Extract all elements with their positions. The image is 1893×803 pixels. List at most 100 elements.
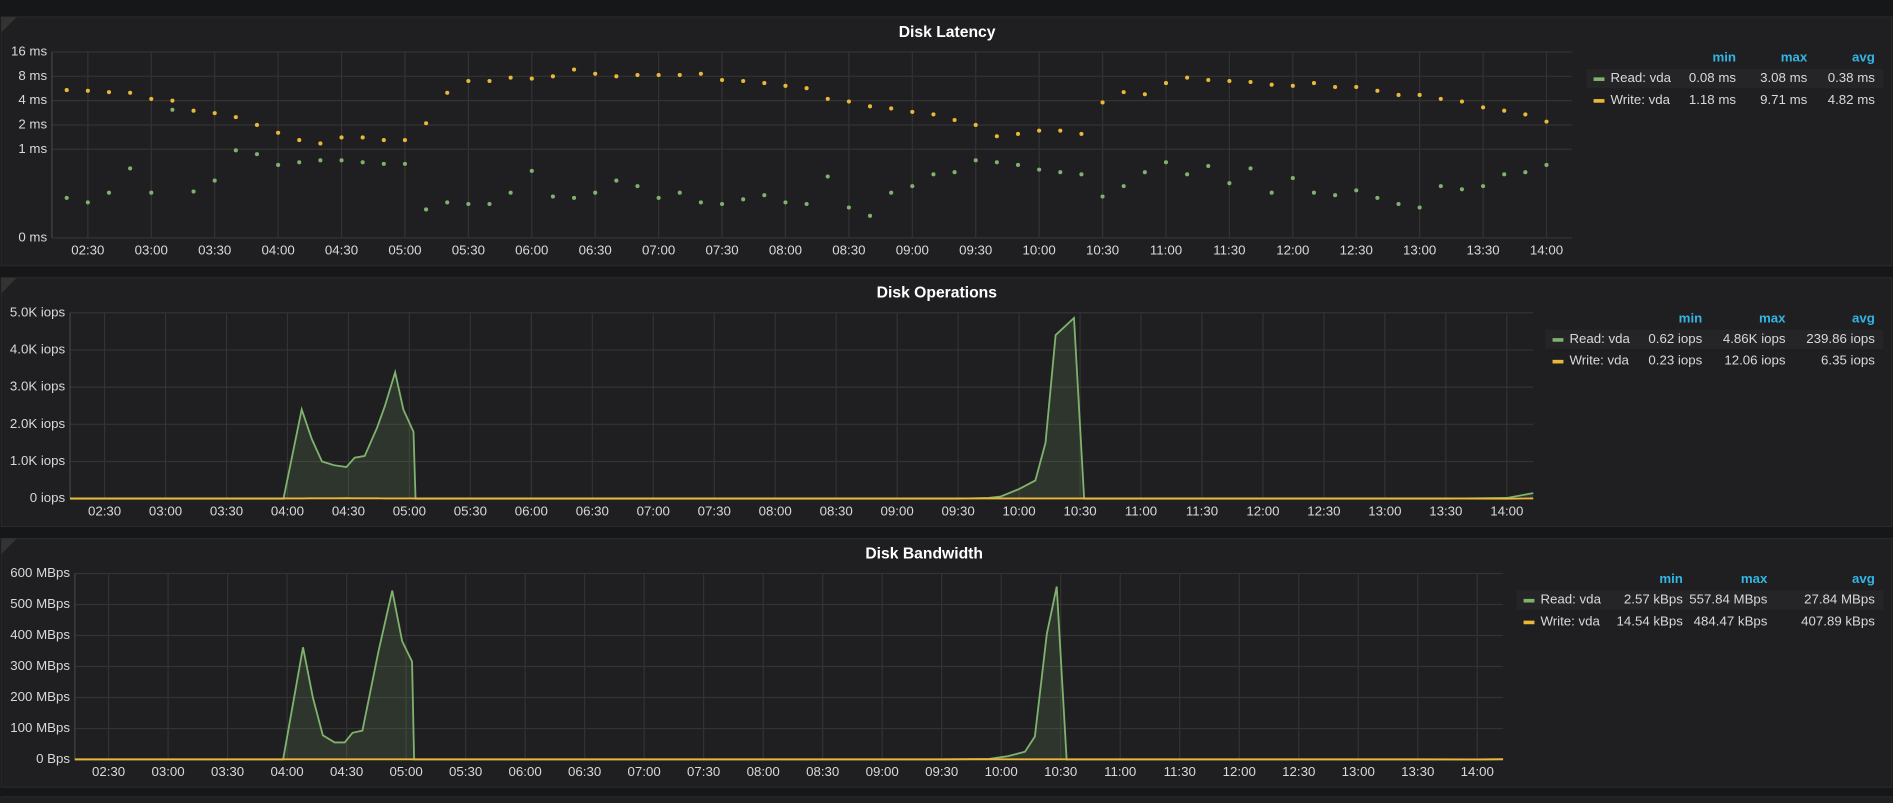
point [1142, 92, 1147, 97]
x-tick-label: 10:00 [1023, 243, 1056, 258]
point [656, 195, 661, 200]
y-tick-label: 16 ms [11, 43, 47, 58]
point [1058, 170, 1063, 175]
point [994, 134, 999, 139]
point [1502, 172, 1507, 177]
legend-swatch [1552, 338, 1564, 342]
point [276, 130, 281, 135]
point [1333, 84, 1338, 90]
y-tick-label: 600 MBps [10, 565, 70, 580]
point [1523, 170, 1528, 175]
x-tick-label: 13:00 [1403, 243, 1436, 258]
x-tick-label: 03:30 [211, 764, 244, 779]
y-tick-label: 0 ms [18, 229, 47, 244]
point [1375, 88, 1380, 93]
point [741, 78, 746, 84]
x-tick-label: 06:00 [515, 503, 548, 518]
legend-stat: 27.84 MBps [1804, 592, 1875, 607]
point [487, 78, 492, 84]
point [529, 76, 534, 81]
y-tick-label: 1.0K iops [10, 453, 66, 468]
point [783, 200, 788, 205]
point [1481, 184, 1486, 189]
legend-row [1586, 68, 1884, 89]
legend-header: max [1781, 50, 1808, 65]
legend-swatch [1552, 359, 1564, 364]
x-tick-label: 11:00 [1125, 503, 1157, 518]
x-tick-label: 02:30 [92, 764, 125, 779]
point [1163, 160, 1169, 165]
x-tick-label: 08:00 [747, 764, 780, 779]
point [1227, 78, 1232, 84]
y-tick-label: 1 ms [18, 141, 47, 156]
point [804, 86, 809, 91]
info-corner[interactable] [1, 16, 17, 33]
x-tick-label: 04:30 [332, 503, 365, 518]
point [593, 71, 598, 76]
point [1100, 100, 1105, 105]
legend-header: min [1712, 50, 1736, 65]
legend-header: min [1659, 571, 1683, 586]
point [170, 98, 175, 103]
point [762, 193, 767, 198]
legend-stat: 0.62 iops [1648, 331, 1702, 346]
point [741, 197, 746, 202]
point [572, 67, 577, 72]
y-tick-label: 4 ms [18, 92, 47, 107]
y-tick-label: 5.0K iops [10, 304, 66, 319]
point [1438, 184, 1443, 189]
point [85, 200, 90, 205]
legend-header: max [1741, 571, 1768, 586]
y-tick-label: 2.0K iops [10, 416, 66, 431]
x-tick-label: 02:30 [88, 503, 121, 518]
point [191, 108, 196, 113]
x-tick-label: 08:00 [759, 503, 792, 518]
point [1375, 195, 1380, 200]
x-tick-label: 13:30 [1429, 503, 1462, 518]
point [64, 195, 69, 200]
x-tick-label: 05:00 [390, 764, 423, 779]
x-tick-label: 11:30 [1213, 243, 1245, 258]
point [297, 160, 302, 165]
point [402, 138, 408, 143]
point [445, 200, 450, 205]
point [1058, 128, 1063, 133]
x-tick-label: 08:30 [806, 764, 839, 779]
legend-header: max [1759, 310, 1786, 325]
x-tick-label: 09:30 [925, 764, 958, 779]
point [1079, 172, 1084, 177]
point [1206, 164, 1211, 169]
y-tick-label: 8 ms [18, 68, 47, 83]
x-tick-label: 04:00 [262, 243, 295, 258]
point [1333, 193, 1338, 198]
point [1354, 188, 1359, 193]
point [931, 112, 936, 117]
legend-stat: 2.57 kBps [1624, 592, 1683, 607]
x-tick-label: 04:30 [325, 243, 358, 258]
legend-header: avg [1852, 571, 1875, 586]
point [508, 75, 513, 80]
x-tick-label: 13:30 [1401, 764, 1434, 779]
y-tick-label: 300 MBps [10, 658, 70, 673]
point [85, 88, 90, 93]
x-tick-label: 07:00 [628, 764, 661, 779]
point [1142, 170, 1147, 175]
y-tick-label: 100 MBps [10, 720, 70, 735]
point [677, 72, 682, 78]
point [973, 122, 978, 128]
point [762, 81, 767, 86]
x-tick-label: 09:30 [959, 243, 992, 258]
x-tick-label: 06:30 [576, 503, 609, 518]
point [1417, 205, 1422, 210]
x-tick-label: 11:00 [1104, 764, 1136, 779]
panel-title: Disk Bandwidth [865, 545, 983, 562]
point [149, 190, 154, 195]
legend-stat: 1.18 ms [1689, 92, 1737, 107]
legend-row [1516, 612, 1884, 632]
info-corner[interactable] [1, 277, 17, 294]
point [1438, 96, 1443, 101]
point [1290, 83, 1295, 88]
x-tick-label: 02:30 [71, 243, 104, 258]
point [1311, 81, 1317, 86]
